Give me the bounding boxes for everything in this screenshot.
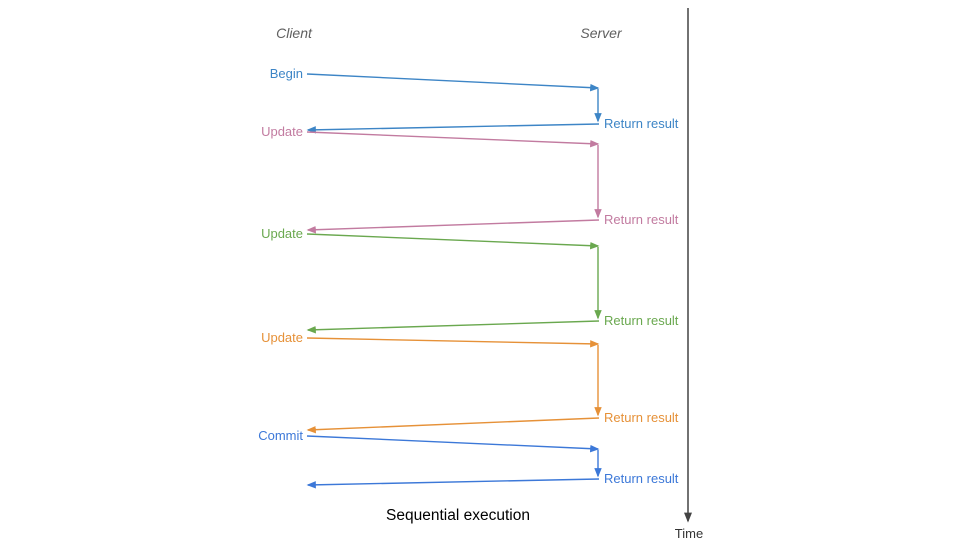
- request-label: Update: [261, 330, 303, 345]
- request-label: Update: [261, 124, 303, 139]
- transaction-update-2: Update Return result: [261, 226, 679, 334]
- return-label: Return result: [604, 212, 679, 227]
- transaction-begin: Begin Return result: [270, 66, 679, 134]
- return-arrow: [306, 123, 600, 134]
- return-label: Return result: [604, 471, 679, 486]
- server-header: Server: [580, 25, 623, 41]
- transaction-update-3: Update Return result: [261, 330, 679, 434]
- request-label: Commit: [258, 428, 303, 443]
- return-label: Return result: [604, 116, 679, 131]
- client-header: Client: [276, 25, 313, 41]
- request-arrow: [306, 73, 600, 92]
- diagram-title: Sequential execution: [386, 507, 530, 524]
- request-arrow: [306, 435, 600, 453]
- return-label: Return result: [604, 313, 679, 328]
- return-arrow: [306, 320, 600, 334]
- request-label: Begin: [270, 66, 303, 81]
- transaction-commit: Commit Return result: [258, 428, 679, 489]
- request-label: Update: [261, 226, 303, 241]
- return-arrow: [306, 478, 600, 489]
- return-arrow: [306, 417, 600, 434]
- request-arrow: [306, 337, 600, 348]
- request-arrow: [306, 233, 600, 250]
- request-arrow: [306, 131, 600, 148]
- return-arrow: [306, 219, 600, 234]
- transaction-update-1: Update Return result: [261, 124, 679, 234]
- return-label: Return result: [604, 410, 679, 425]
- time-axis-label: Time: [675, 526, 703, 540]
